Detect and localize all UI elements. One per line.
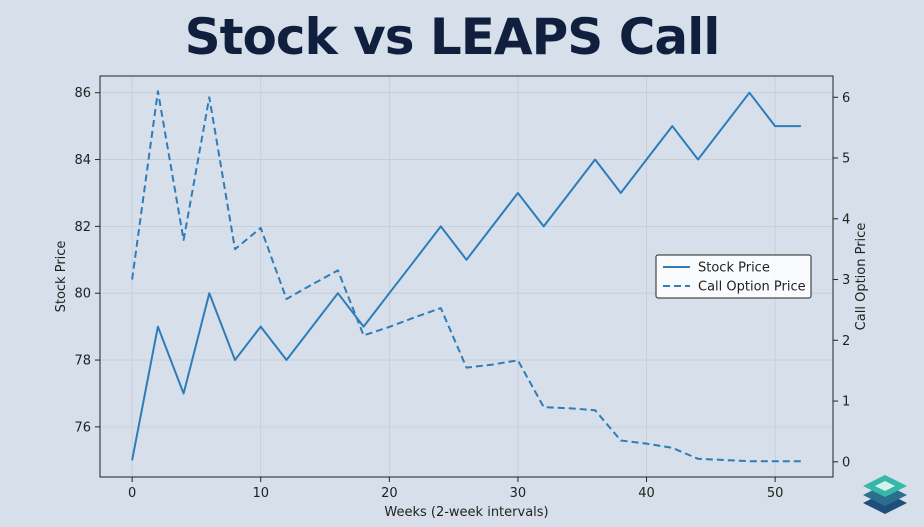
layers-icon xyxy=(863,475,907,514)
x-tick-label: 40 xyxy=(638,486,655,501)
x-axis-label: Weeks (2-week intervals) xyxy=(384,505,548,520)
y-left-tick-label: 86 xyxy=(74,86,91,101)
y-left-tick-label: 78 xyxy=(74,354,91,369)
x-tick-label: 50 xyxy=(767,486,784,501)
series-line-call-option-price xyxy=(131,90,801,463)
y-left-tick-label: 76 xyxy=(74,420,91,435)
legend-entry: Stock Price xyxy=(698,261,770,276)
y-left-axis-label: Stock Price xyxy=(54,241,69,313)
x-tick-label: 0 xyxy=(128,486,136,501)
y-right-tick-label: 3 xyxy=(842,273,850,288)
x-tick-label: 30 xyxy=(510,486,527,501)
legend-box xyxy=(655,254,812,299)
y-right-tick-label: 6 xyxy=(842,91,850,106)
y-right-axis-label: Call Option Price xyxy=(854,223,869,331)
brand-logo xyxy=(860,472,910,520)
x-tick-label: 10 xyxy=(252,486,269,501)
y-right-tick-label: 5 xyxy=(842,152,850,167)
series-line-stock-price xyxy=(131,91,801,461)
legend-entry: Call Option Price xyxy=(698,280,806,295)
y-left-tick-label: 84 xyxy=(74,153,91,168)
plot-frame xyxy=(99,75,834,478)
y-right-tick-label: 2 xyxy=(842,334,850,349)
y-right-tick-label: 4 xyxy=(842,212,850,227)
x-tick-label: 20 xyxy=(381,486,398,501)
y-left-tick-label: 82 xyxy=(74,220,91,235)
y-left-tick-label: 80 xyxy=(74,287,91,302)
chart-title: Stock vs LEAPS Call xyxy=(184,8,721,66)
y-right-tick-label: 1 xyxy=(842,395,850,410)
y-right-tick-label: 0 xyxy=(842,455,850,470)
